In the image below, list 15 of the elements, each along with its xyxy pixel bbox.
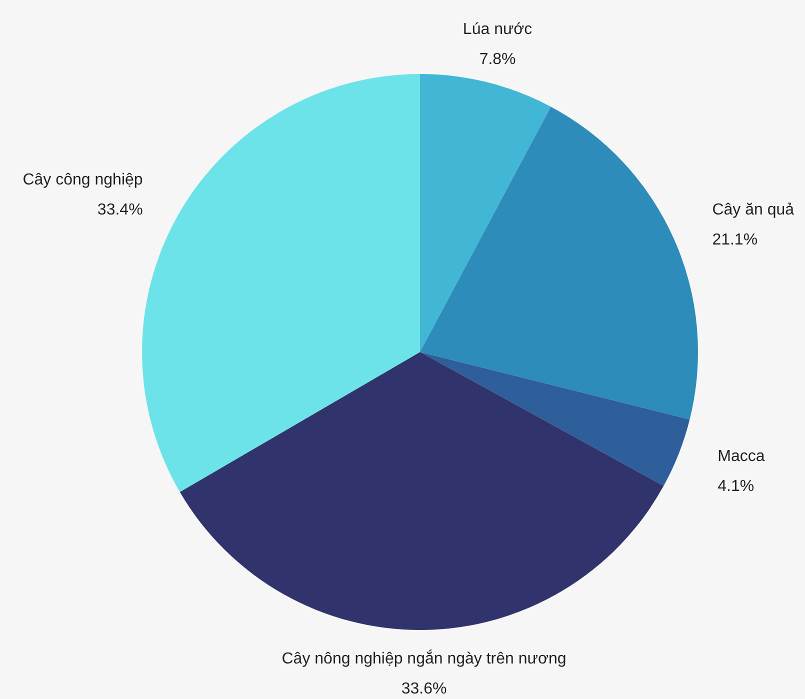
pie-slice (420, 352, 690, 486)
data-label: 33.4% (97, 202, 143, 219)
slice-label: Cây nông nghiệp ngắn ngày trên nương (282, 650, 566, 668)
data-label: 33.6% (401, 680, 447, 698)
slice-label: Lúa nước (462, 20, 532, 38)
data-label: 7.8% (479, 50, 516, 68)
pie-slice (420, 74, 551, 352)
pie-slice (180, 352, 664, 630)
slice-label: Cây ăn quả (712, 201, 794, 218)
pie-slice (420, 106, 698, 420)
slice-label: Macca (718, 448, 765, 465)
data-label: 21.1% (712, 231, 758, 248)
slice-label: Cây công nghiệp (22, 172, 143, 189)
data-label: 4.1% (718, 478, 754, 495)
pie-slice (142, 74, 420, 492)
